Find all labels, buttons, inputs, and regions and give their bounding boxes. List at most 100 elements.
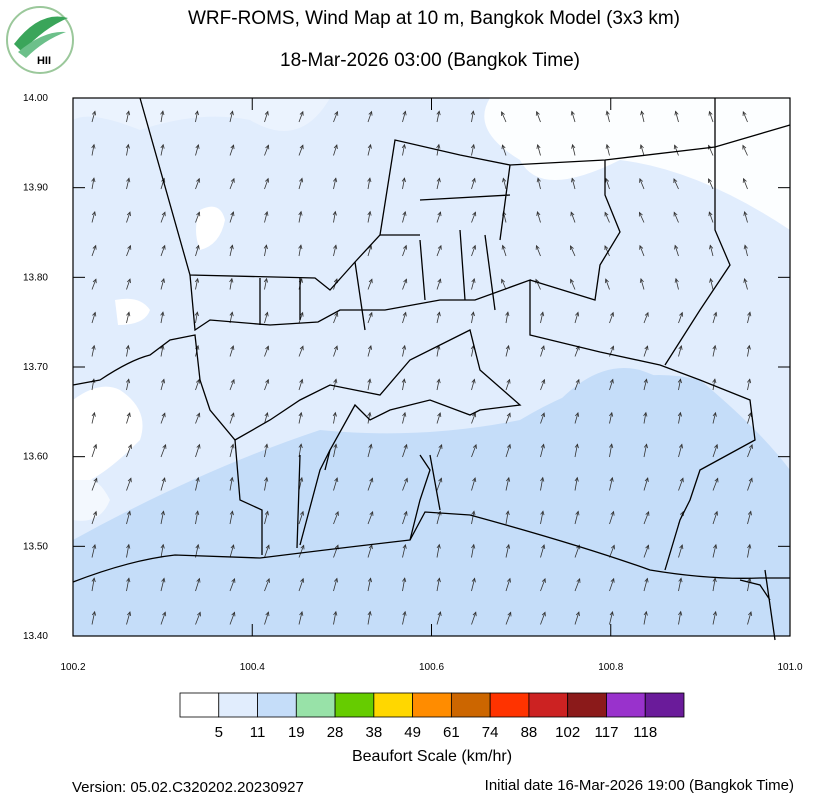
wind-arrow xyxy=(298,144,304,156)
arrow-shaft xyxy=(367,279,373,290)
wind-arrow xyxy=(195,476,200,491)
arrow-head xyxy=(472,611,477,617)
arrow-shaft xyxy=(229,245,233,257)
arrow-shaft xyxy=(91,144,95,156)
wind-arrow xyxy=(674,244,679,257)
arrow-shaft xyxy=(639,245,645,257)
colorbar: 5 11 19 28 38 49 61 74 88 102 117 118 Beaufort Scale… xyxy=(179,692,685,765)
wind-arrow xyxy=(574,544,581,558)
wind-arrow xyxy=(643,544,650,558)
wind-arrow xyxy=(436,611,442,625)
arrow-head xyxy=(535,110,540,116)
arrow-shaft xyxy=(712,412,716,424)
arrow-head xyxy=(436,577,441,583)
arrow-shaft xyxy=(675,278,679,290)
arrow-shaft xyxy=(333,312,338,324)
arrow-head xyxy=(264,210,269,216)
wind-arrow xyxy=(195,412,201,424)
arrow-shaft xyxy=(402,444,408,458)
arrow-head xyxy=(367,577,372,583)
arrow-head xyxy=(195,510,200,516)
wind-arrow xyxy=(535,244,541,257)
arrow-shaft xyxy=(160,111,164,123)
arrow-shaft xyxy=(709,111,714,123)
arrow-head xyxy=(401,344,407,350)
wind-arrow xyxy=(402,610,407,625)
wind-arrow xyxy=(401,378,406,391)
arrow-head xyxy=(540,345,545,351)
arrow-head xyxy=(126,412,131,417)
arrow-shaft xyxy=(471,612,477,625)
arrow-shaft xyxy=(678,412,681,424)
wind-arrow xyxy=(126,611,132,625)
wind-arrow xyxy=(605,110,610,123)
wind-arrow xyxy=(160,577,166,592)
wind-arrow xyxy=(91,477,98,491)
y-tick-label: 13.70 xyxy=(23,362,48,373)
wind-arrow xyxy=(229,177,235,190)
wind-arrow xyxy=(195,510,200,525)
wind-arrow xyxy=(160,244,166,257)
wind-arrow xyxy=(712,610,718,625)
arrow-shaft xyxy=(333,545,339,558)
wind-arrow xyxy=(263,244,268,257)
wind-arrow xyxy=(298,177,304,190)
arrow-head xyxy=(678,577,683,583)
arrow-shaft xyxy=(471,444,477,458)
arrow-shaft xyxy=(678,444,683,458)
wind-arrow xyxy=(471,378,476,391)
arrow-shaft xyxy=(712,379,716,391)
arrow-head xyxy=(535,244,540,250)
arrow-head xyxy=(470,143,476,149)
arrow-head xyxy=(126,177,131,183)
arrow-head xyxy=(709,277,714,283)
wind-arrow xyxy=(673,144,679,156)
arrow-head xyxy=(125,110,131,116)
arrow-shaft xyxy=(540,379,545,391)
arrow-shaft xyxy=(298,145,304,156)
arrow-shaft xyxy=(747,478,753,491)
wind-arrow xyxy=(195,211,201,223)
wind-arrow xyxy=(402,510,408,525)
colorbar-level: 61 xyxy=(443,724,460,741)
y-tick-label: 13.50 xyxy=(23,541,48,552)
arrow-shaft xyxy=(126,345,129,357)
arrow-shaft xyxy=(574,578,581,592)
arrow-shaft xyxy=(540,477,544,491)
wind-arrow xyxy=(712,477,719,491)
arrow-shaft xyxy=(126,544,130,558)
arrow-head xyxy=(403,244,408,250)
arrow-shaft xyxy=(712,312,717,324)
arrow-head xyxy=(678,344,683,350)
colorbar-box xyxy=(334,692,375,718)
arrow-head xyxy=(92,543,97,549)
arrow-shaft xyxy=(678,611,682,625)
arrow-head xyxy=(708,178,712,183)
wind-arrow xyxy=(505,510,510,525)
arrow-head xyxy=(575,311,580,317)
arrow-head xyxy=(471,510,476,516)
arrow-shaft xyxy=(574,611,580,625)
wind-arrow xyxy=(229,443,235,458)
arrow-shaft xyxy=(333,578,338,592)
arrow-head xyxy=(605,110,610,116)
arrow-shaft xyxy=(195,444,200,458)
wind-arrow xyxy=(673,211,679,223)
wind-arrow xyxy=(747,412,752,424)
arrow-shaft xyxy=(229,144,234,156)
arrow-shaft xyxy=(367,144,371,156)
arrow-shaft xyxy=(402,379,405,391)
wind-arrow xyxy=(540,378,546,391)
wind-arrow xyxy=(229,412,235,424)
wind-arrow xyxy=(535,110,541,123)
wind-arrow xyxy=(91,244,97,257)
arrow-head xyxy=(540,510,545,516)
arrow-head xyxy=(679,477,684,483)
arrow-shaft xyxy=(574,379,580,391)
arrow-shaft xyxy=(367,444,372,458)
wind-arrow xyxy=(639,278,645,290)
arrow-head xyxy=(713,311,718,317)
wind-arrow xyxy=(501,144,507,156)
arrow-shaft xyxy=(436,211,441,223)
arrow-head xyxy=(230,443,235,449)
